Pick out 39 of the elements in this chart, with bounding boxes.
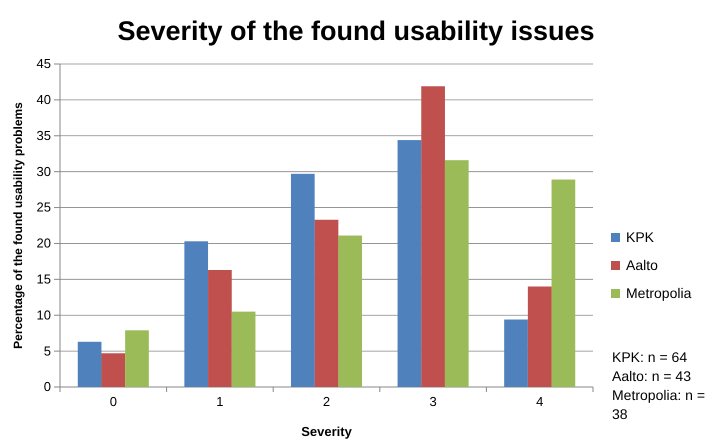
bar — [290, 174, 315, 387]
bar — [184, 241, 208, 387]
bar — [552, 180, 576, 387]
y-tick-label: 15 — [36, 271, 51, 286]
y-tick-label: 30 — [36, 164, 51, 179]
bar — [398, 140, 422, 387]
legend-label: Metropolia — [626, 285, 692, 301]
text: Aalto: n = 43 — [612, 368, 692, 384]
legend-label: KPK — [626, 229, 655, 245]
x-tick-label: 1 — [216, 394, 224, 410]
bar — [125, 330, 149, 387]
y-tick-label: 25 — [36, 200, 51, 215]
y-tick-label: 40 — [36, 92, 51, 108]
bar — [338, 236, 362, 387]
y-tick-label: 0 — [44, 379, 51, 394]
bar — [528, 286, 552, 387]
bar — [444, 160, 469, 387]
x-tick-label: 3 — [429, 394, 437, 410]
x-axis-title: Severity — [301, 424, 353, 439]
bar — [504, 320, 528, 387]
y-tick-label: 45 — [36, 56, 51, 72]
y-axis-title: Percentage of the found usability problems — [11, 102, 25, 349]
bar — [314, 220, 338, 387]
y-tick-label: 10 — [36, 307, 51, 322]
y-tick-label: 20 — [36, 236, 51, 251]
bar — [78, 342, 102, 387]
x-tick-label: 0 — [110, 394, 117, 410]
text: KPK: n = 64 — [612, 349, 688, 365]
legend-label: Aalto — [626, 257, 658, 273]
x-tick-label: 2 — [322, 394, 330, 410]
chart-title: Severity of the found usability issues — [117, 16, 595, 46]
bar — [101, 353, 126, 387]
bar — [232, 312, 256, 387]
y-tick-label: 35 — [36, 128, 51, 143]
x-tick-label: 4 — [536, 394, 544, 410]
y-tick-label: 5 — [44, 343, 51, 358]
bar — [421, 86, 445, 387]
bar — [208, 270, 232, 387]
text: Metropolia: n = 38 — [612, 387, 705, 422]
